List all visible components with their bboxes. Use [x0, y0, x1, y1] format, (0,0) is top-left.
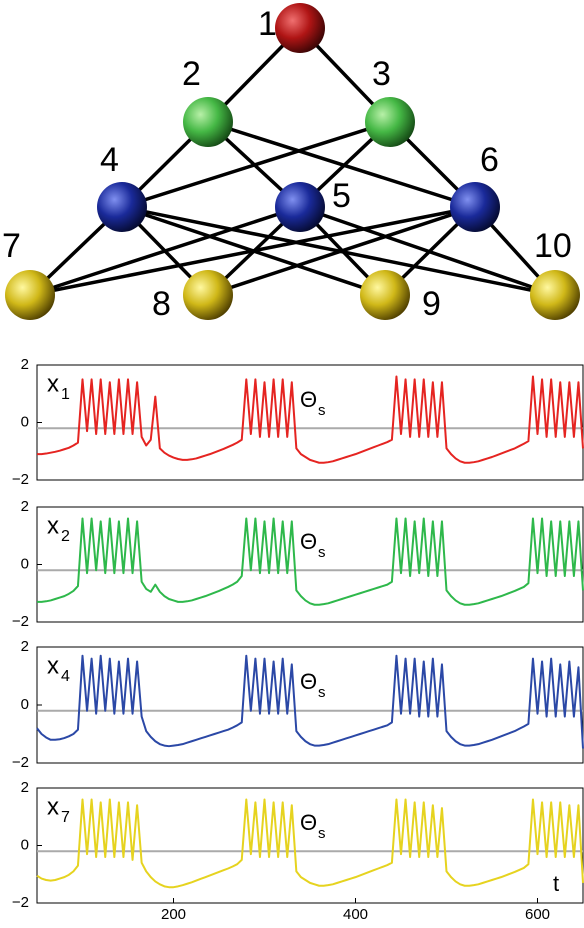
y-tick-label: 2 — [21, 779, 29, 796]
x-tick-label: 400 — [343, 906, 368, 923]
y-tick-label: 0 — [21, 555, 29, 572]
node — [5, 270, 55, 320]
node-label: 4 — [100, 141, 119, 179]
y-tick-label: −2 — [12, 894, 29, 911]
node — [450, 182, 500, 232]
threshold-label: Θ — [300, 810, 317, 835]
threshold-label-sub: s — [318, 684, 326, 701]
x-axis-label: t — [553, 871, 559, 896]
node — [183, 270, 233, 320]
y-tick-label: 2 — [21, 356, 29, 373]
series-label: x — [47, 652, 59, 679]
node-label: 6 — [480, 141, 499, 179]
series-label-sub: 7 — [61, 809, 70, 826]
node — [97, 182, 147, 232]
series-label-sub: 1 — [61, 386, 70, 403]
node-label: 2 — [182, 55, 201, 93]
node — [275, 182, 325, 232]
node-label: 5 — [332, 177, 351, 215]
node-label: 7 — [2, 227, 21, 265]
series-label: x — [47, 793, 59, 820]
series-label: x — [47, 512, 59, 539]
x-tick-label: 200 — [161, 906, 186, 923]
series-label: x — [47, 370, 59, 397]
y-tick-label: −2 — [12, 471, 29, 488]
threshold-label-sub: s — [318, 825, 326, 842]
threshold-label: Θ — [300, 387, 317, 412]
node-label: 3 — [372, 55, 391, 93]
node-label: 10 — [534, 227, 572, 265]
threshold-label-sub: s — [318, 544, 326, 561]
y-tick-label: 2 — [21, 638, 29, 655]
y-tick-label: −2 — [12, 613, 29, 630]
node-label: 1 — [258, 5, 277, 43]
y-tick-label: 0 — [21, 696, 29, 713]
y-tick-label: −2 — [12, 754, 29, 771]
node — [360, 270, 410, 320]
y-tick-label: 2 — [21, 498, 29, 515]
node-label: 8 — [152, 285, 171, 323]
node — [365, 97, 415, 147]
node — [530, 270, 580, 320]
x-tick-label: 600 — [525, 906, 550, 923]
threshold-label-sub: s — [318, 402, 326, 419]
series-label-sub: 2 — [61, 528, 70, 545]
series-label-sub: 4 — [61, 668, 70, 685]
threshold-label: Θ — [300, 529, 317, 554]
node-label: 9 — [422, 285, 441, 323]
node — [183, 97, 233, 147]
threshold-label: Θ — [300, 669, 317, 694]
y-tick-label: 0 — [21, 836, 29, 853]
y-tick-label: 0 — [21, 413, 29, 430]
figure: 1 2 3 4 5 6 7 8 9 10 20−2x1Θs20−2x2Θs20−… — [0, 0, 584, 923]
node — [275, 3, 325, 53]
